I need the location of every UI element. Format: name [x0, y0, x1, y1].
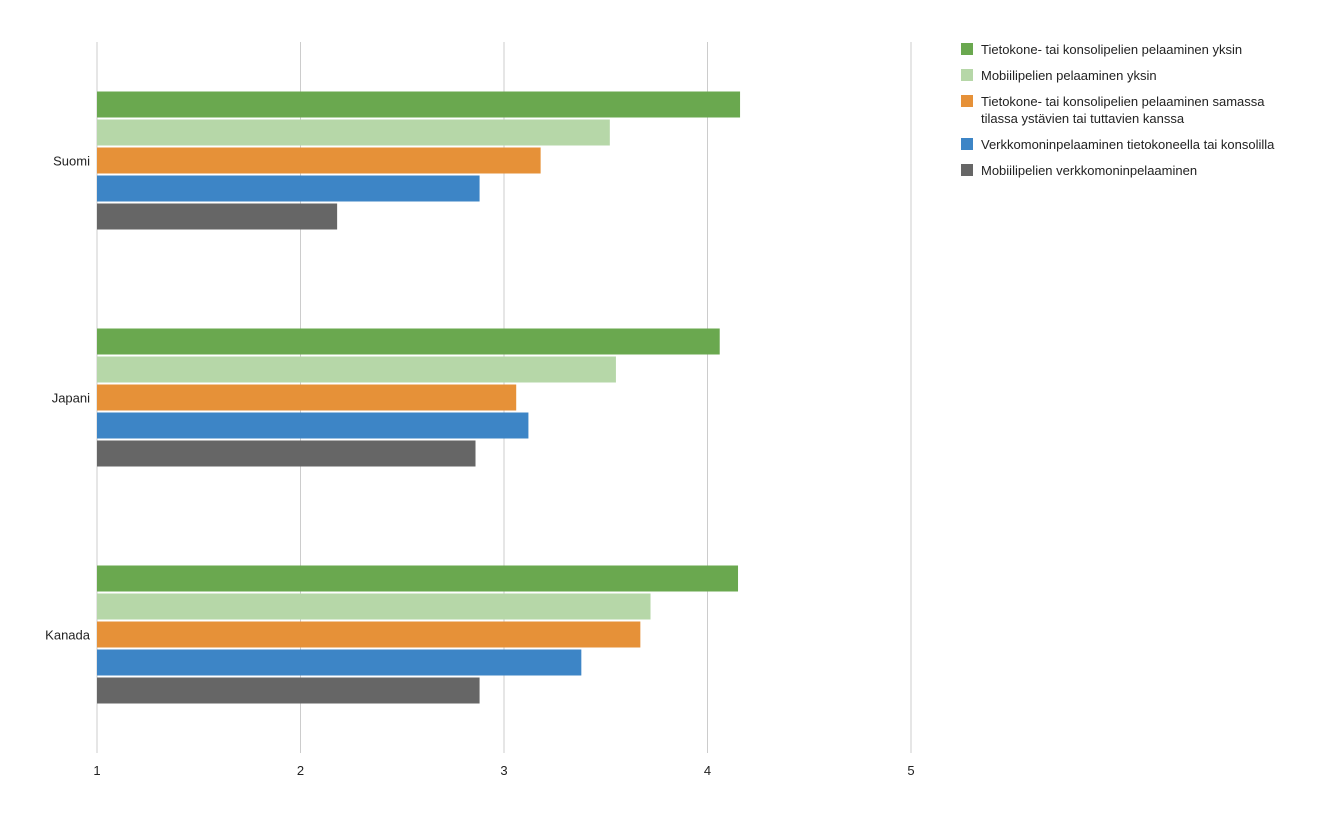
legend-label: Verkkomoninpelaaminen tietokoneella tai … — [981, 137, 1275, 152]
bar — [97, 677, 480, 704]
bar — [97, 175, 480, 202]
category-label: Suomi — [53, 154, 90, 169]
x-tick-label: 3 — [500, 763, 507, 778]
x-tick-label: 2 — [297, 763, 304, 778]
bar — [97, 593, 651, 620]
category-label: Kanada — [45, 628, 91, 643]
legend: Tietokone- tai konsolipelien pelaaminen … — [961, 41, 1301, 188]
bar — [97, 328, 720, 355]
y-axis-category-labels: Suomi Japani Kanada — [45, 154, 91, 643]
legend-swatch — [961, 43, 973, 55]
legend-label: Tietokone- tai konsolipelien pelaaminen … — [981, 94, 1265, 126]
bar — [97, 203, 338, 230]
bar — [97, 91, 741, 118]
x-tick-label: 1 — [93, 763, 100, 778]
legend-item: Tietokone- tai konsolipelien pelaaminen … — [961, 41, 1301, 58]
legend-swatch — [961, 164, 973, 176]
bar — [97, 565, 739, 592]
bar — [97, 384, 517, 411]
legend-swatch — [961, 95, 973, 107]
legend-swatch — [961, 69, 973, 81]
legend-item: Verkkomoninpelaaminen tietokoneella tai … — [961, 136, 1301, 153]
legend-label: Mobiilipelien verkkomoninpelaaminen — [981, 163, 1198, 178]
bar — [97, 147, 541, 174]
legend-item: Mobiilipelien pelaaminen yksin — [961, 67, 1301, 84]
legend-item: Tietokone- tai konsolipelien pelaaminen … — [961, 93, 1301, 127]
bars — [97, 91, 741, 704]
bar — [97, 119, 610, 146]
legend-label: Mobiilipelien pelaaminen yksin — [981, 68, 1157, 83]
bar — [97, 621, 641, 648]
bar — [97, 412, 529, 439]
bar — [97, 356, 616, 383]
x-axis-tick-labels: 1 2 3 4 5 — [93, 763, 914, 778]
legend-item: Mobiilipelien verkkomoninpelaaminen — [961, 162, 1301, 179]
bar — [97, 649, 582, 676]
x-tick-label: 4 — [704, 763, 711, 778]
category-label: Japani — [52, 391, 90, 406]
x-tick-label: 5 — [907, 763, 914, 778]
legend-swatch — [961, 138, 973, 150]
bar — [97, 440, 476, 467]
legend-label: Tietokone- tai konsolipelien pelaaminen … — [981, 42, 1243, 57]
